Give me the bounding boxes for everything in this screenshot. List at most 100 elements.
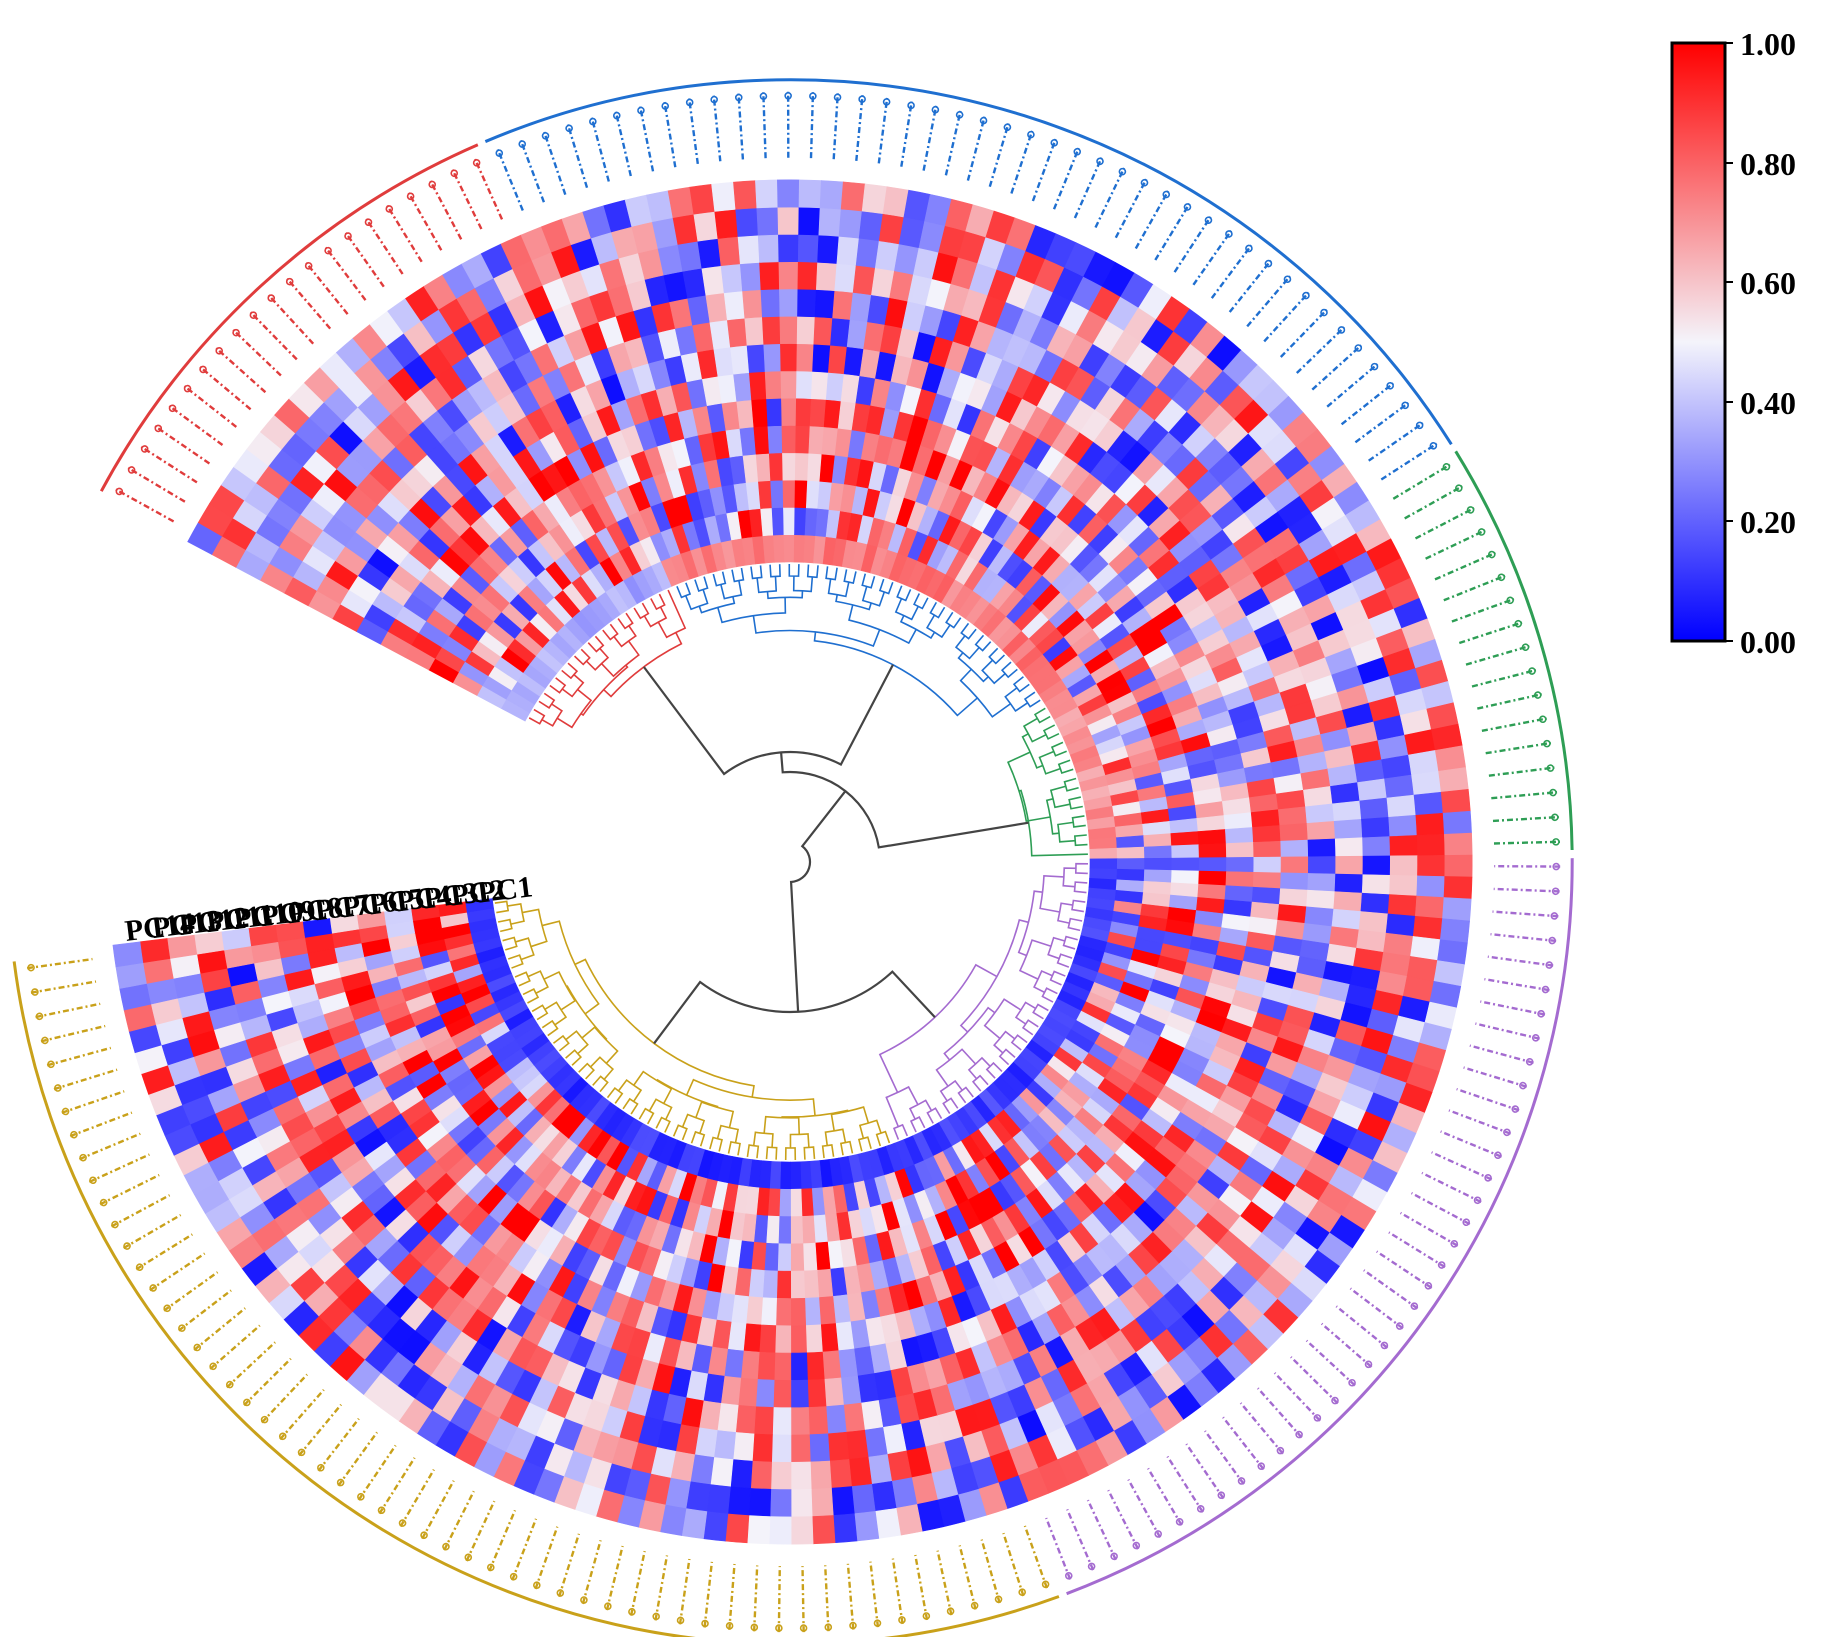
dendrogram-branch: [717, 597, 787, 624]
heatmap-cell: [773, 1379, 792, 1409]
dendrogram-branch: [633, 1070, 673, 1104]
sample-label-mark: [936, 1550, 955, 1616]
heatmap-cell: [1408, 750, 1439, 776]
heatmap-cell: [1278, 888, 1308, 908]
heatmap-cell: [735, 1404, 757, 1435]
sample-label-mark: [556, 1533, 581, 1598]
sample-label-mark: [99, 1173, 160, 1207]
sample-label-mark: [846, 1563, 857, 1630]
heatmap-cell: [1443, 876, 1473, 900]
heatmap-cell: [801, 1215, 816, 1244]
heatmap-cell: [1330, 782, 1361, 805]
heatmap-cell: [810, 371, 829, 400]
colorbar-tick-label: 0.60: [1740, 265, 1796, 301]
dendrogram-branch: [698, 596, 736, 614]
heatmap-cell: [1197, 883, 1227, 901]
heatmap-cell: [797, 261, 818, 290]
heatmap-cell: [1280, 839, 1309, 858]
heatmap-cell: [755, 1379, 775, 1408]
dendrogram: [494, 563, 1088, 1160]
heatmap-cell: [802, 1242, 818, 1272]
heatmap-cell: [733, 372, 752, 402]
cluster-arc: [12, 961, 1060, 1637]
heatmap-cell: [816, 1268, 834, 1298]
heatmap-cell: [750, 1460, 772, 1490]
ring-label-pc2: PC2: [449, 873, 508, 912]
heatmap-cell: [1089, 847, 1118, 860]
dendrogram-branch: [731, 567, 745, 583]
dendrogram-branch: [789, 1133, 810, 1149]
sample-label-mark: [565, 124, 589, 189]
heatmap-cell: [1413, 791, 1444, 816]
sample-label-mark: [464, 1500, 496, 1562]
colorbar-tick-label: 0.20: [1740, 504, 1796, 540]
sample-label-mark: [533, 1526, 559, 1590]
heatmap-cell: [1170, 831, 1200, 847]
sample-label-mark: [1477, 691, 1542, 710]
dendrogram-branch: [613, 625, 637, 648]
heatmap-cell: [762, 1270, 778, 1299]
dendrogram-branch: [909, 1116, 926, 1133]
dendrogram-branch: [896, 585, 912, 602]
sample-label-mark: [1279, 308, 1328, 358]
sample-label-mark: [1414, 506, 1475, 540]
heatmap-cell: [812, 343, 831, 373]
heatmap-cell: [720, 263, 743, 294]
dendrogram-branch: [1071, 899, 1086, 913]
dendrogram-branch: [643, 606, 668, 628]
dendrogram-branch: [552, 1034, 570, 1052]
sample-label-mark: [1451, 596, 1515, 623]
sample-label-mark: [922, 105, 940, 171]
dendrogram-branch: [712, 571, 727, 587]
heatmap-cell: [752, 1433, 773, 1463]
sample-label-mark: [115, 487, 175, 523]
sample-label-mark: [1368, 421, 1424, 462]
sample-label-mark: [1490, 933, 1557, 945]
dendrogram-branch: [993, 1030, 1016, 1054]
sample-label-mark: [1471, 667, 1537, 688]
heatmap-cell: [723, 290, 746, 321]
heatmap-cell: [790, 1488, 813, 1518]
heatmap-cell: [1116, 858, 1145, 871]
sample-label-mark: [1480, 1000, 1546, 1018]
sample-label-mark: [278, 1389, 325, 1441]
heatmap-cell: [1414, 895, 1445, 919]
dendrogram-branch: [1073, 881, 1088, 894]
sample-label-mark: [661, 101, 677, 168]
dendrogram-branch: [1062, 867, 1076, 888]
sample-label-mark: [1052, 147, 1082, 210]
dendrogram-branch: [497, 918, 513, 933]
heatmap-cell: [1276, 789, 1306, 810]
heatmap-cell: [797, 288, 817, 318]
dendrogram-branch: [1071, 815, 1086, 828]
dendrogram-branch: [913, 593, 929, 610]
dendrogram-branch: [893, 1123, 909, 1140]
heatmap-cell: [697, 238, 722, 269]
sample-label-mark: [1002, 1532, 1026, 1597]
dendrogram-branch: [824, 1128, 847, 1146]
dendrogram-branch: [789, 790, 847, 1012]
heatmap-cell: [830, 317, 851, 348]
sample-label-mark: [1066, 1508, 1096, 1571]
heatmap-cell: [1171, 857, 1200, 872]
heatmap-cell: [781, 425, 797, 454]
heatmap-cell: [825, 1404, 847, 1435]
sample-label-mark: [855, 95, 866, 162]
dendrogram-branch: [926, 1107, 943, 1124]
dendrogram-branch: [695, 1101, 735, 1128]
sample-label-mark: [163, 1271, 219, 1313]
dendrogram-branch: [1056, 902, 1073, 924]
dendrogram-branch: [507, 902, 525, 925]
heatmap-cell: [1143, 869, 1173, 884]
heatmap-cell: [757, 234, 780, 263]
cluster-arc: [484, 78, 1453, 446]
heatmap-cell: [797, 234, 820, 263]
sample-label-mark: [1380, 442, 1438, 481]
dendrogram-branch: [945, 611, 962, 629]
sample-label-mark: [1192, 230, 1233, 286]
dendrogram-branch: [514, 971, 531, 987]
heatmap-cell: [810, 1460, 832, 1490]
sample-label-mark: [406, 192, 443, 251]
heatmap-cell: [799, 1161, 812, 1190]
dendrogram-branch: [765, 1146, 778, 1160]
